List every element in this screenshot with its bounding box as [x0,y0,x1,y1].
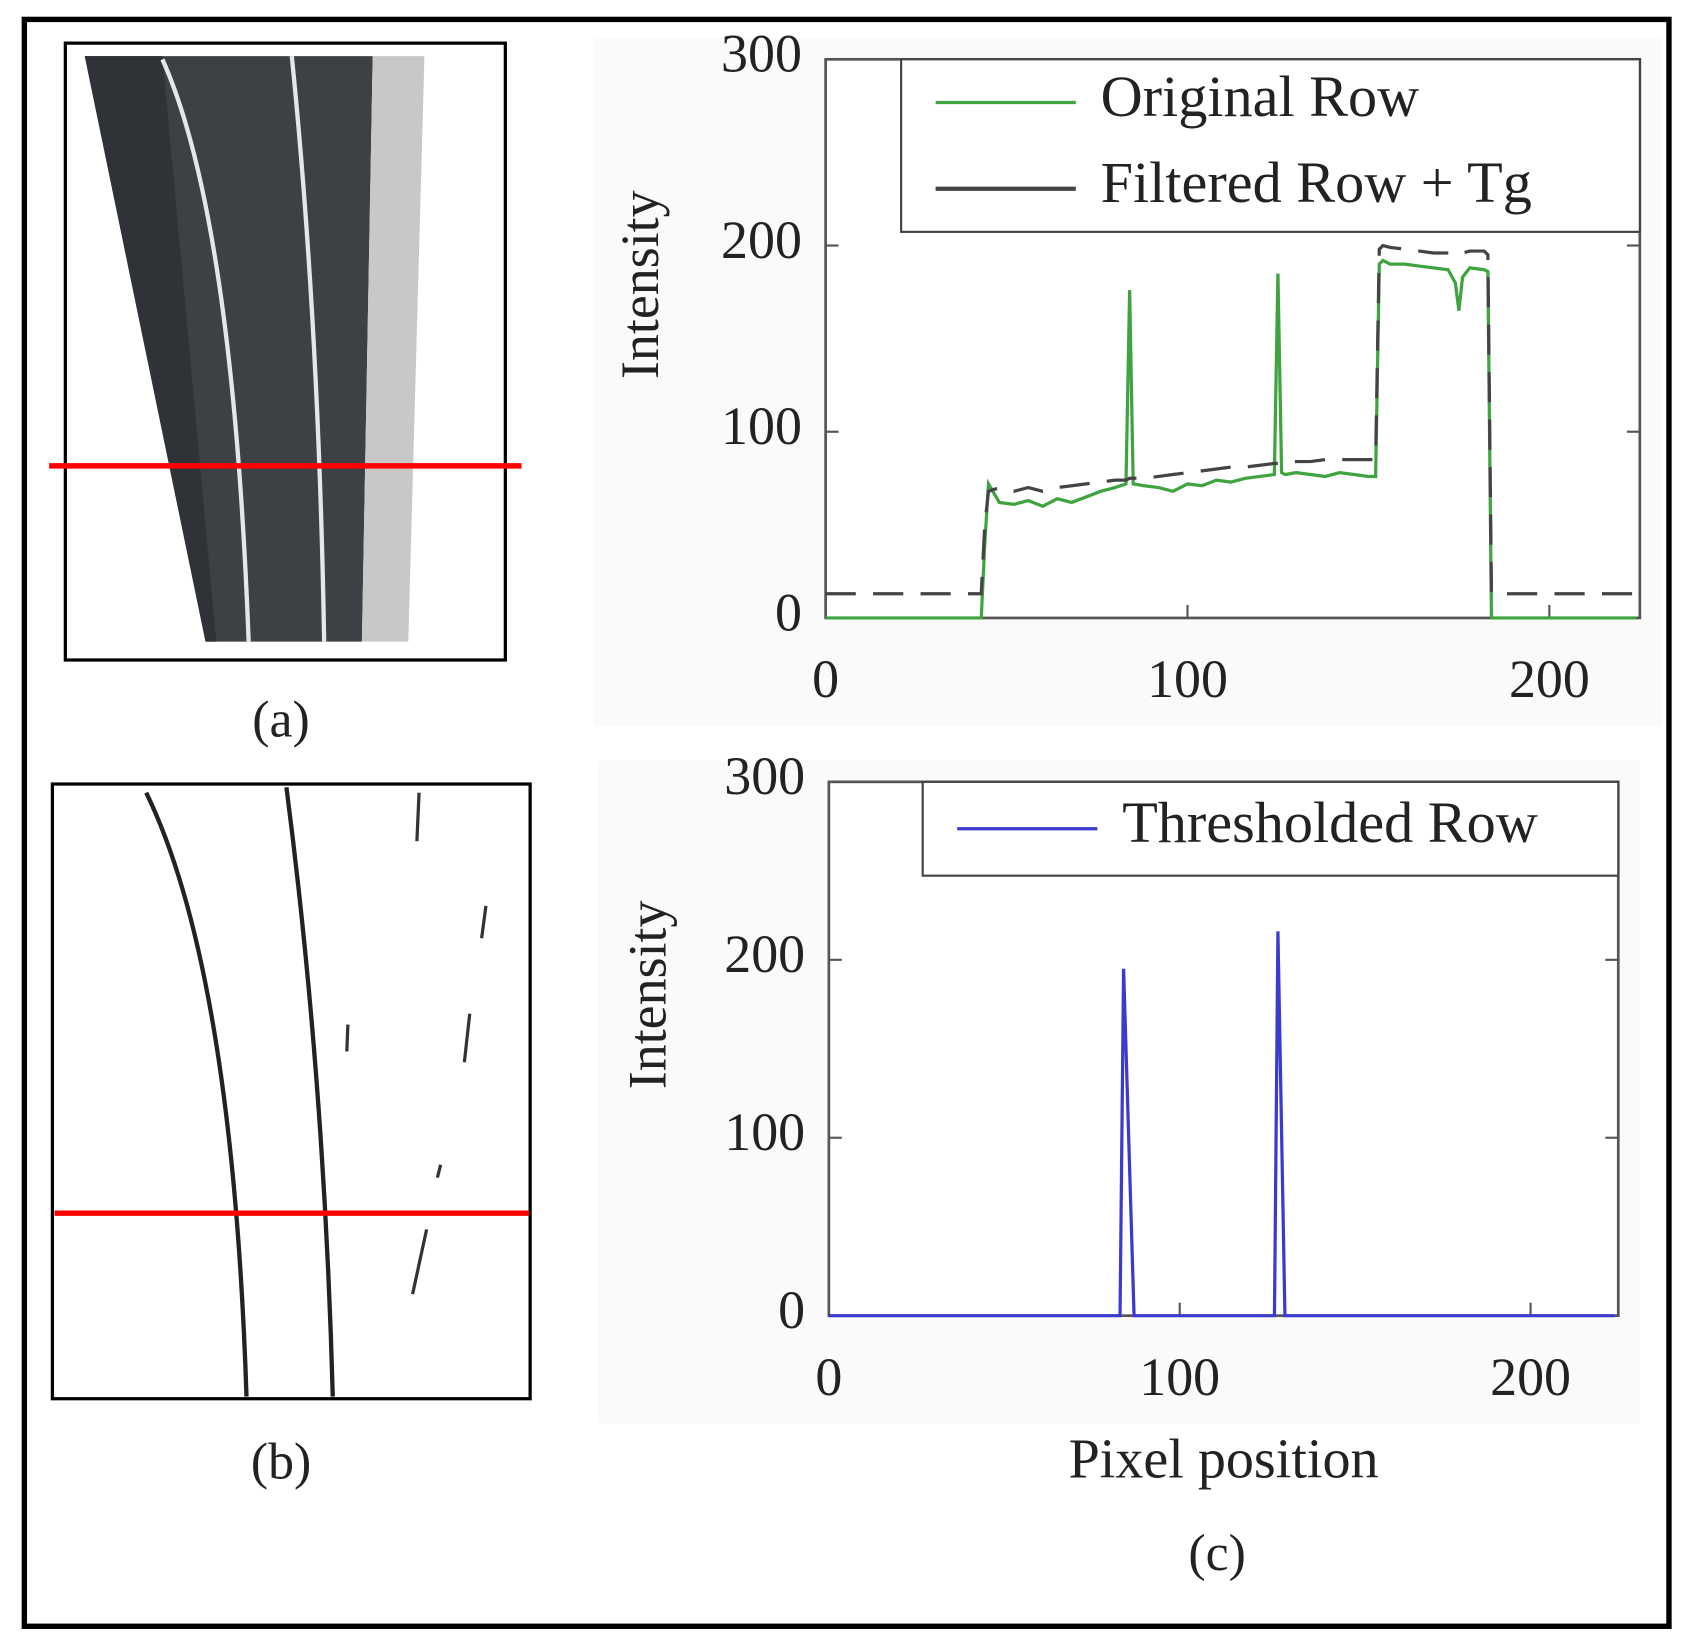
y-tick-label: 0 [775,582,802,642]
chart: 0 100 200 300 0 100 200 Intensity Pixel position… [597,746,1640,1490]
series-line [828,931,1615,1318]
image-a [49,41,522,662]
legend-label: Thresholded Row [1122,790,1538,855]
x-tick-label: 100 [1147,649,1228,709]
y-tick-label: 0 [778,1280,805,1340]
specimen-shade [84,56,217,642]
y-tick-label: 100 [724,1102,805,1162]
x-tick-label: 100 [1139,1347,1220,1407]
x-tick-label: 0 [815,1347,842,1407]
crack-line [289,55,327,642]
crack-line [144,791,249,1397]
caption: (a) [252,692,309,749]
legend-label: Filtered Row + Tg [1101,150,1532,215]
legend-label: Original Row [1101,64,1420,129]
figure-border [21,16,1672,1629]
caption: (c) [1188,1525,1245,1582]
y-axis-label: Intensity [610,190,670,379]
series-line [825,243,1637,596]
series-line [825,258,1637,620]
caption: (b) [251,1434,311,1491]
y-axis-label: Intensity [617,900,677,1089]
y-tick-label: 100 [721,396,802,456]
x-tick-label: 200 [1490,1347,1571,1407]
image-b [50,782,532,1401]
y-tick-label: 300 [721,24,802,84]
noise-specks [345,792,488,1295]
crack-line [160,58,251,642]
x-axis-label: Pixel position [1069,1428,1379,1490]
legend-box [900,58,1641,233]
image-frame [50,782,532,1401]
y-tick-label: 300 [724,746,805,806]
y-tick-label: 200 [721,210,802,270]
x-tick-label: 0 [812,649,839,709]
specimen-edge [361,56,425,642]
chart: 0 100 200 300 0 100 200 Intensity Original Row Fi… [593,24,1662,726]
crack-line [284,786,335,1397]
y-tick-label: 200 [724,924,805,984]
x-tick-label: 200 [1509,649,1590,709]
